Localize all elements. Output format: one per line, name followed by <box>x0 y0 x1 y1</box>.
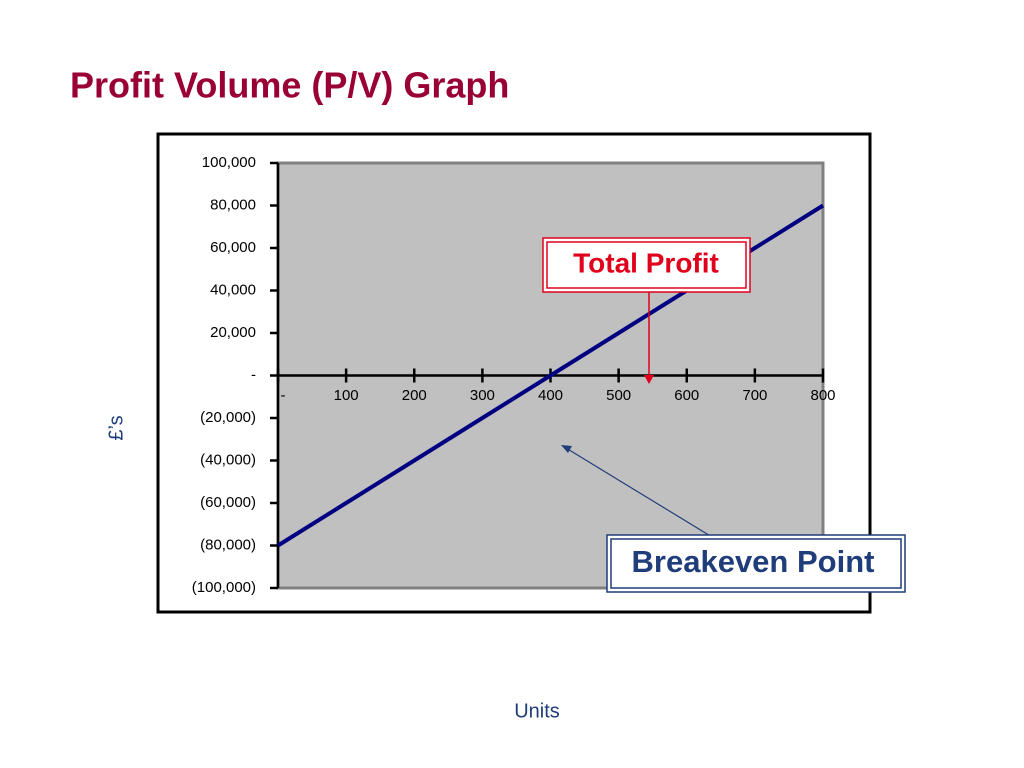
y-tick-label: (60,000) <box>200 494 256 511</box>
x-tick-label: - <box>281 387 286 404</box>
y-tick-label: - <box>251 366 256 383</box>
x-tick-label: 300 <box>470 387 495 404</box>
y-tick-label: 80,000 <box>210 196 256 213</box>
x-tick-label: 200 <box>402 387 427 404</box>
x-tick-label: 800 <box>810 387 835 404</box>
arrow-head <box>561 445 572 453</box>
x-tick-label: 700 <box>742 387 767 404</box>
annotation: Total Profit <box>573 247 719 278</box>
x-tick-label: 100 <box>334 387 359 404</box>
x-axis-label: Units <box>514 700 560 722</box>
x-tick-label: 400 <box>538 387 563 404</box>
annotation-box <box>546 241 747 289</box>
y-tick-label: 40,000 <box>210 281 256 298</box>
y-tick-label: (20,000) <box>200 409 256 426</box>
x-tick-label: 600 <box>674 387 699 404</box>
y-tick-label: (80,000) <box>200 536 256 553</box>
annotation-box <box>610 538 902 589</box>
x-tick-label: 500 <box>606 387 631 404</box>
arrow-head <box>644 375 654 384</box>
slide-title: Profit Volume (P/V) Graph <box>70 65 509 106</box>
y-tick-label: 100,000 <box>202 154 256 171</box>
annotation: Breakeven Point <box>632 544 875 579</box>
annotation-arrow <box>565 447 713 538</box>
y-tick-label: (100,000) <box>192 579 256 596</box>
y-tick-label: 60,000 <box>210 239 256 256</box>
marks: 100,000 80,000 60,000 40,000 20,000 - (20,000)… <box>192 154 836 596</box>
y-axis-label: £’s <box>105 415 127 440</box>
y-tick-label: (40,000) <box>200 451 256 468</box>
y-tick-label: 20,000 <box>210 324 256 341</box>
